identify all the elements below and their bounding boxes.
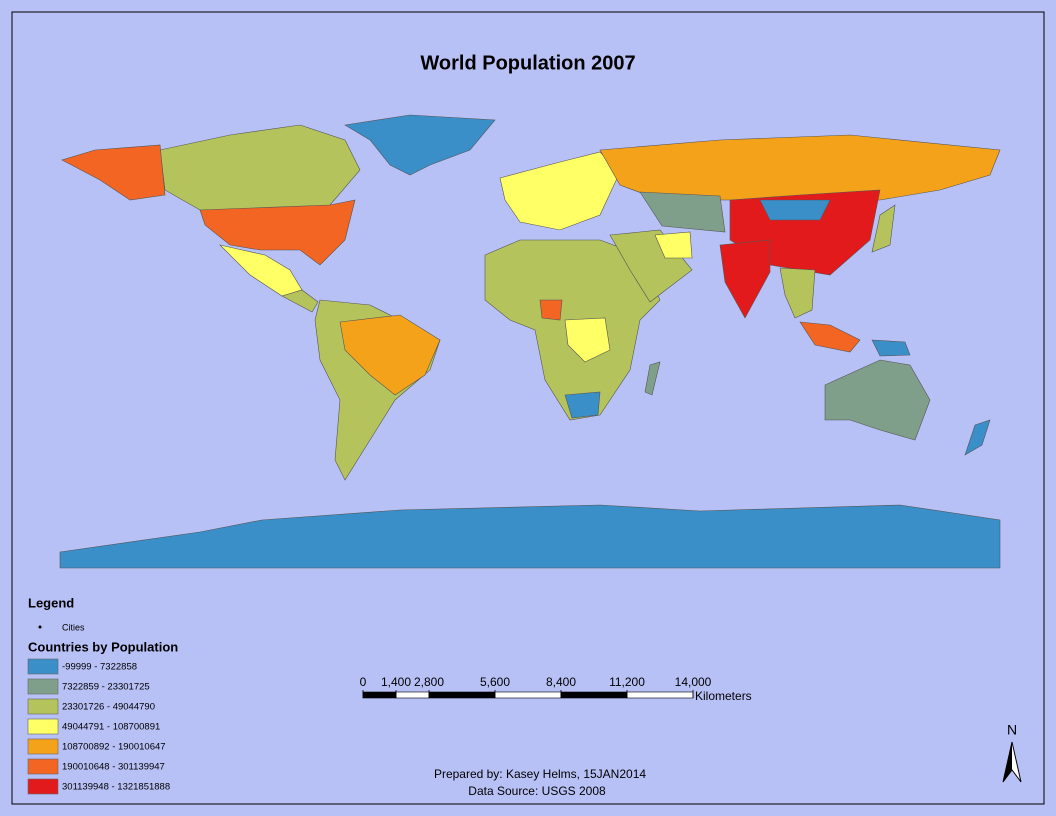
- scale-segment: [494, 691, 562, 699]
- alaska: [61, 144, 166, 201]
- antarctica: [59, 504, 1001, 569]
- usa: [199, 199, 356, 266]
- legend-label: 23301726 - 49044790: [62, 702, 155, 713]
- new-zealand: [964, 419, 991, 456]
- central-america: [281, 289, 319, 313]
- southern-africa: [564, 391, 601, 419]
- scale-tick-label: 11,200: [609, 675, 645, 689]
- brazil: [339, 314, 441, 396]
- australia: [824, 359, 931, 441]
- city-symbol: [38, 625, 42, 629]
- classes-title: Countries by Population: [28, 639, 178, 654]
- legend-swatch: [27, 778, 59, 795]
- north-label: N: [1007, 722, 1017, 738]
- legend-swatch: [27, 678, 59, 695]
- scale-tick-label: 0: [360, 675, 367, 689]
- north-arrow-half: [1003, 742, 1012, 782]
- mongolia: [759, 199, 831, 221]
- russia: [599, 134, 1001, 201]
- southeast-asia: [779, 267, 816, 319]
- legend-label: 49044791 - 108700891: [62, 722, 160, 733]
- legend-label: 190010648 - 301139947: [62, 762, 165, 773]
- india: [719, 239, 771, 319]
- canada: [159, 124, 361, 213]
- legend: Legend Cities Countries by Population -9…: [27, 595, 178, 795]
- legend-swatch: [27, 718, 59, 735]
- credit-source: Data Source: USGS 2008: [468, 784, 606, 798]
- scale-segment: [395, 691, 430, 699]
- greenland: [344, 114, 496, 176]
- legend-label: 7322859 - 23301725: [62, 682, 150, 693]
- legend-swatch: [27, 658, 59, 675]
- scale-segment: [560, 691, 628, 699]
- neatline: [11, 11, 1045, 805]
- scale-segment: [626, 691, 694, 699]
- legend-swatch: [27, 738, 59, 755]
- legend-label: 301139948 - 1321851888: [62, 782, 170, 793]
- legend-label: -99999 - 7322858: [62, 662, 137, 673]
- scale-tick-label: 2,800: [414, 675, 444, 689]
- scale-tick-label: 5,600: [480, 675, 510, 689]
- indonesia: [799, 321, 861, 353]
- europe: [499, 151, 621, 231]
- scale-tick-label: 14,000: [675, 675, 712, 689]
- iran: [654, 231, 693, 259]
- legend-swatch: [27, 698, 59, 715]
- central-africa: [564, 317, 611, 363]
- scale-tick-label: 8,400: [546, 675, 576, 689]
- madagascar: [644, 361, 661, 396]
- japan: [871, 204, 896, 253]
- scale-bar: Kilometers 0 1,400 2,800 5,600 8,400 11,200 14…: [360, 675, 752, 703]
- legend-title: Legend: [28, 595, 74, 610]
- legend-swatch: [27, 758, 59, 775]
- papua: [871, 339, 911, 357]
- scale-units: Kilometers: [695, 689, 752, 703]
- legend-label: 108700892 - 190010647: [62, 742, 166, 753]
- central-asia: [639, 191, 726, 233]
- scale-segment: [428, 691, 496, 699]
- scale-tick-label: 1,400: [381, 675, 411, 689]
- world-map: [59, 114, 1001, 569]
- scale-segment: [362, 691, 397, 699]
- north-arrow: N: [1002, 722, 1022, 783]
- credit-author: Prepared by: Kasey Helms, 15JAN2014: [434, 767, 646, 781]
- cities-label: Cities: [62, 622, 85, 632]
- nigeria: [539, 299, 563, 321]
- map-title: World Population 2007: [420, 52, 635, 74]
